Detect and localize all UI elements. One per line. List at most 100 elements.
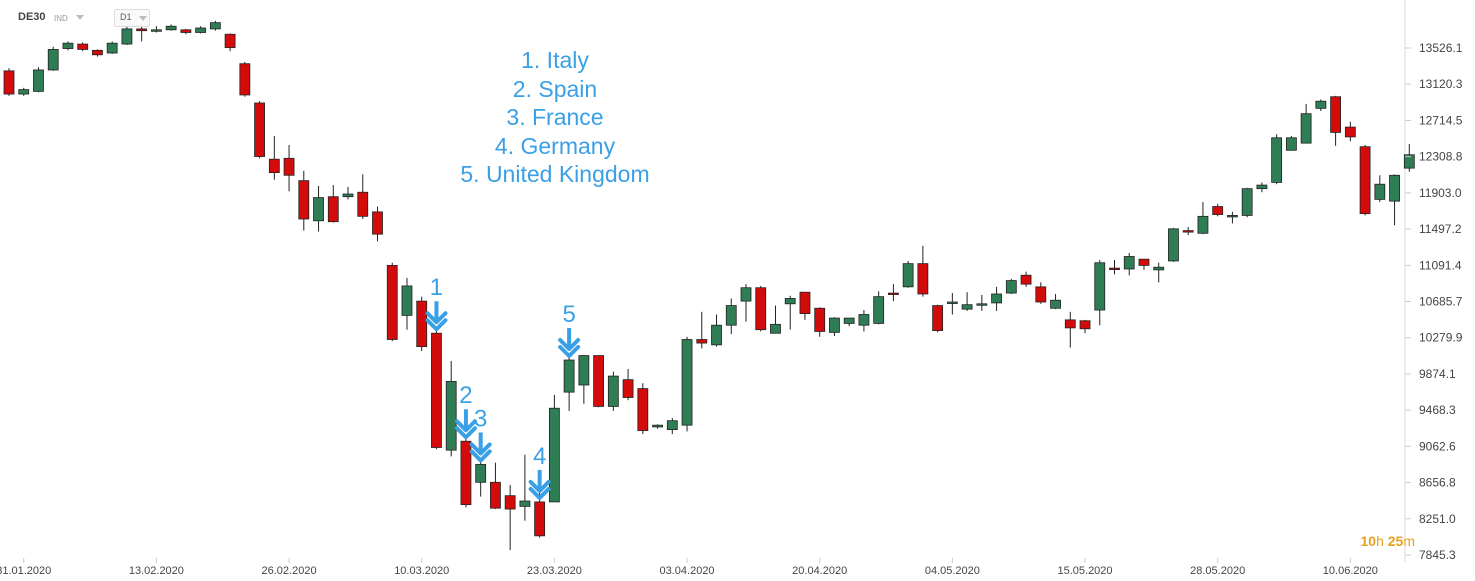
price-tick-label: 9062.6	[1419, 439, 1456, 453]
candle-body-up	[195, 27, 207, 33]
candle-body-down	[77, 43, 89, 50]
timer-hours-unit: h	[1376, 533, 1384, 549]
candle-body-up	[548, 407, 560, 503]
candle-body-down	[1182, 230, 1194, 233]
candle-body-down	[92, 49, 103, 56]
candle-body-down	[490, 481, 501, 509]
timer-minutes: 25	[1387, 533, 1404, 549]
candle-body-up	[1374, 183, 1386, 200]
arrow-head-icon	[425, 318, 448, 332]
legend-item: 2. Spain	[512, 75, 598, 102]
date-tick-label: 15.05.2020	[1057, 565, 1112, 577]
date-tick-label: 28.05.2020	[1190, 565, 1245, 577]
candle-body-up	[976, 303, 988, 306]
candle-body-up	[1403, 154, 1415, 169]
date-tick-label: 31.01.2020	[0, 565, 51, 577]
candle-body-down	[3, 70, 15, 95]
price-axis-labels: 13526.1 13120.3 12714.5 12308.8 11903.0 11497…	[1405, 41, 1463, 562]
candle-body-down	[917, 263, 929, 295]
candle-body-down	[431, 332, 442, 448]
annotation-1: 1	[425, 274, 448, 332]
legend-item: 1. Italy	[521, 47, 589, 73]
timeframe-selector[interactable]: D1	[114, 9, 150, 27]
candle-body-up	[652, 424, 663, 428]
candle-body-down	[1079, 320, 1091, 330]
candle-body-down	[637, 388, 649, 431]
arrow-head-icon	[558, 338, 581, 352]
date-tick-label: 10.03.2020	[394, 565, 449, 577]
candle-body-up	[401, 285, 413, 316]
legend-item: 3. France	[506, 104, 604, 130]
price-tick-label: 9468.3	[1419, 403, 1456, 417]
candle-body-up	[1389, 174, 1400, 202]
candle-body-up	[150, 29, 162, 32]
candle-body-down	[460, 440, 472, 506]
candles-layer	[3, 20, 1415, 551]
candle-body-up	[209, 22, 221, 30]
candle-body-up	[858, 314, 870, 326]
candle-body-up	[47, 49, 59, 71]
candle-body-down	[534, 501, 546, 537]
price-tick-label: 11091.4	[1419, 258, 1462, 272]
candle-body-down	[416, 300, 428, 348]
price-tick-label: 10279.9	[1419, 331, 1463, 345]
candle-body-up	[106, 42, 118, 54]
arrow-head-icon	[454, 426, 477, 440]
annotation-number: 3	[474, 405, 487, 432]
candle-body-up	[165, 25, 177, 31]
candle-body-up	[873, 296, 885, 324]
candle-body-up	[991, 293, 1002, 304]
annotation-number: 1	[430, 274, 443, 301]
timer-minutes-unit: m	[1403, 533, 1415, 549]
candle-body-up	[1123, 256, 1135, 270]
candle-body-down	[239, 63, 251, 96]
candle-body-up	[946, 301, 958, 304]
candle-body-up	[1153, 266, 1165, 271]
candle-body-down	[1344, 126, 1356, 138]
symbol-dropdown-chevron-down-icon[interactable]	[76, 15, 84, 20]
price-tick-label: 7845.3	[1419, 548, 1456, 562]
arrow-head-icon	[454, 419, 477, 433]
candle-body-up	[1285, 137, 1297, 151]
date-tick-label: 13.02.2020	[129, 565, 184, 577]
candle-body-up	[711, 324, 722, 346]
candle-body-down	[1109, 267, 1120, 270]
timer-hours: 10	[1360, 533, 1377, 549]
candle-body-up	[1168, 228, 1179, 262]
candle-body-up	[829, 317, 840, 333]
candle-body-down	[1064, 319, 1076, 329]
candle-body-down	[268, 158, 280, 173]
candle-body-up	[475, 464, 487, 483]
candle-body-down	[386, 265, 398, 340]
symbol-label: DE30	[18, 11, 46, 23]
arrow-head-icon	[528, 479, 551, 493]
candle-body-up	[1315, 100, 1327, 109]
candle-body-down	[799, 291, 811, 315]
instrument-type-label: IND	[54, 14, 68, 23]
candle-body-down	[357, 191, 369, 217]
date-tick-label: 03.04.2020	[660, 565, 715, 577]
candle-body-down	[372, 211, 383, 235]
date-tick-label: 26.02.2020	[262, 565, 317, 577]
candle-body-up	[784, 298, 796, 305]
arrow-head-icon	[558, 345, 581, 359]
arrow-head-icon	[469, 442, 492, 456]
price-tick-label: 12714.5	[1419, 113, 1463, 127]
candle-body-down	[755, 287, 767, 331]
date-tick-label: 20.04.2020	[792, 565, 847, 577]
price-tick-label: 13526.1	[1419, 41, 1463, 55]
date-tick-label: 04.05.2020	[925, 565, 980, 577]
candle-body-up	[770, 323, 781, 334]
candle-body-up	[1050, 299, 1061, 309]
candle-body-down	[1330, 96, 1341, 133]
price-tick-label: 8251.0	[1419, 512, 1456, 526]
price-tick-label: 8656.8	[1419, 476, 1456, 490]
candle-body-up	[1227, 215, 1238, 218]
price-tick-label: 12308.8	[1419, 150, 1463, 164]
candle-body-up	[1197, 215, 1209, 234]
country-legend: 1. Italy 2. Spain 3. France 4. Germany 5…	[380, 46, 730, 189]
price-tick-label: 13120.3	[1419, 77, 1463, 91]
candle-body-up	[1256, 184, 1268, 190]
